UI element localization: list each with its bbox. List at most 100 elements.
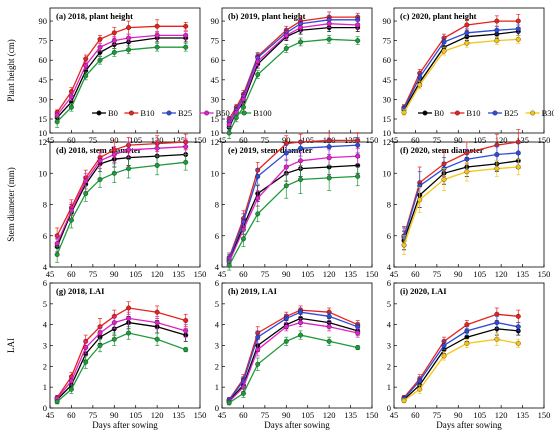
data-point — [283, 315, 289, 321]
data-point — [154, 320, 160, 326]
data-point — [54, 241, 60, 247]
y-tick-label: 15 — [211, 114, 220, 124]
panel-title: (e) 2019, stem diameter — [228, 145, 313, 155]
y-tick-label: 6 — [387, 231, 391, 241]
data-point — [515, 26, 521, 32]
data-point — [355, 142, 361, 148]
data-point — [355, 324, 361, 330]
data-point — [494, 336, 500, 342]
data-point — [326, 324, 332, 330]
x-tick-label: 75 — [433, 269, 442, 279]
y-tick-label: 1 — [387, 382, 391, 392]
x-tick-label: 45 — [46, 410, 55, 420]
x-tick-label: 135 — [172, 135, 185, 145]
y-tick-label: 6 — [43, 231, 47, 241]
data-point — [83, 191, 89, 197]
x-tick-label: 105 — [473, 269, 486, 279]
y-tick-label: 12 — [211, 137, 220, 147]
legend: B0 B10 B25 B30 — [418, 108, 554, 118]
x-tick-label: 60 — [239, 410, 248, 420]
y-tick-label: 4 — [43, 320, 48, 330]
data-point — [464, 169, 470, 175]
legend-marker — [96, 110, 102, 116]
x-tick-label: 120 — [323, 269, 336, 279]
x-tick-label: 105 — [301, 135, 314, 145]
data-point — [83, 63, 89, 68]
y-tick-label: 6 — [215, 278, 219, 288]
series-B10 — [54, 301, 189, 401]
x-tick-label: 135 — [516, 410, 529, 420]
data-point — [97, 343, 103, 348]
series-line — [403, 28, 519, 109]
plot-frame — [221, 141, 373, 268]
y-tick-label: 45 — [211, 75, 220, 85]
x-tick-label: 120 — [151, 269, 164, 279]
x-tick-label: 45 — [46, 135, 55, 145]
series-B50 — [226, 318, 361, 405]
plot-frame — [393, 282, 545, 409]
y-tick-label: 6 — [387, 278, 391, 288]
data-point — [54, 119, 60, 125]
y-tick-label: 8 — [43, 200, 47, 210]
data-point — [401, 398, 407, 404]
series-B100 — [54, 326, 189, 405]
data-point — [298, 25, 304, 31]
data-point — [111, 170, 117, 176]
series-line — [403, 152, 519, 238]
legend-marker — [166, 110, 172, 116]
x-tick-label: 105 — [129, 269, 142, 279]
legend-label: B25 — [178, 108, 192, 118]
data-point — [183, 23, 189, 29]
series-line — [228, 23, 358, 125]
x-tick-label: 75 — [89, 135, 98, 145]
data-point — [355, 153, 361, 159]
x-tick-label: 90 — [454, 410, 463, 420]
data-point — [494, 27, 500, 33]
data-point — [126, 35, 132, 41]
data-point — [298, 332, 304, 338]
series-B30 — [401, 158, 521, 255]
data-point — [240, 390, 246, 396]
x-tick-label: 120 — [495, 135, 508, 145]
legend-label: B30 — [542, 108, 554, 118]
series-line — [228, 155, 358, 263]
y-tick-label: 90 — [39, 16, 48, 26]
data-point — [255, 59, 261, 64]
data-point — [154, 145, 160, 151]
data-point — [111, 49, 117, 55]
y-tick-label: 8 — [215, 200, 219, 210]
data-point — [326, 21, 332, 27]
series-B50 — [54, 31, 189, 119]
legend-marker — [454, 110, 460, 116]
y-tick-label: 75 — [211, 36, 220, 46]
series-B50 — [226, 19, 361, 131]
y-tick-label: 10 — [211, 128, 220, 138]
series-line — [228, 164, 358, 262]
x-tick-label: 105 — [473, 135, 486, 145]
y-tick-label: 3 — [43, 341, 47, 351]
x-tick-label: 105 — [301, 410, 314, 420]
data-point — [83, 73, 89, 79]
x-tick-label: 60 — [411, 410, 420, 420]
data-point — [154, 44, 160, 50]
data-point — [83, 359, 89, 365]
series-B100 — [226, 35, 361, 139]
legend-marker — [128, 110, 134, 116]
y-tick-label: 0 — [43, 403, 47, 413]
x-tick-label: 60 — [411, 269, 420, 279]
x-tick-label: 150 — [538, 410, 551, 420]
data-point — [97, 330, 103, 336]
x-tick-label: 90 — [282, 410, 291, 420]
data-point — [298, 158, 304, 164]
x-tick-label: 90 — [110, 269, 119, 279]
data-point — [255, 334, 261, 340]
data-point — [464, 328, 470, 334]
series-line — [403, 321, 519, 400]
x-tick-label: 75 — [89, 410, 98, 420]
y-tick-label: 4 — [215, 262, 220, 272]
data-point — [494, 311, 500, 317]
data-point — [326, 313, 332, 319]
y-tick-label: 60 — [39, 55, 48, 65]
series-line — [56, 332, 186, 403]
y-tick-label: 60 — [383, 55, 392, 65]
